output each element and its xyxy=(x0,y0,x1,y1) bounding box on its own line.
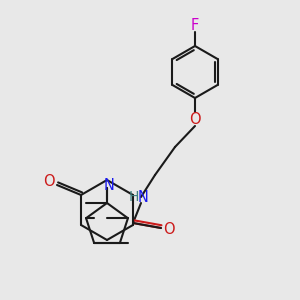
Text: F: F xyxy=(191,17,199,32)
Text: H: H xyxy=(129,190,139,204)
Text: N: N xyxy=(138,190,148,205)
Text: N: N xyxy=(103,178,114,194)
Text: O: O xyxy=(189,112,201,127)
Text: O: O xyxy=(43,175,55,190)
Text: O: O xyxy=(163,221,175,236)
